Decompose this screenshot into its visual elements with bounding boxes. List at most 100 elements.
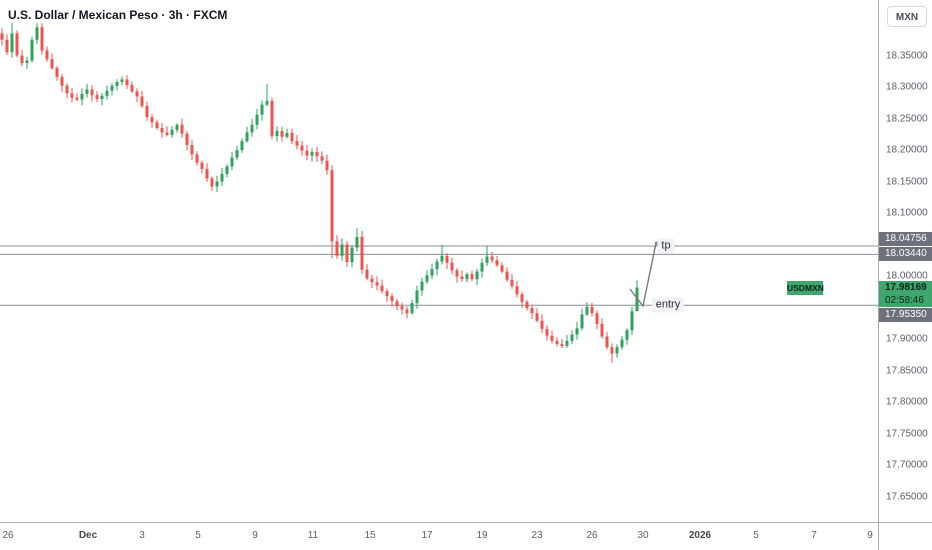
candle xyxy=(340,244,344,256)
candle xyxy=(505,271,509,280)
candle xyxy=(590,306,594,314)
candle xyxy=(155,122,159,128)
candle xyxy=(600,323,604,337)
candle xyxy=(100,95,104,99)
current-price-badge: 17.98169 xyxy=(879,281,932,295)
candle xyxy=(570,334,574,341)
mid-level-price-badge: 18.03440 xyxy=(879,246,932,261)
candle xyxy=(210,178,214,187)
price-axis[interactable]: MXN 18.04756 18.03440 17.98169 02:58:46 … xyxy=(878,0,932,522)
candle xyxy=(615,347,619,354)
candle xyxy=(200,162,204,169)
entry-label[interactable]: entry xyxy=(651,297,685,313)
candle xyxy=(385,291,389,297)
time-tick-label: 17 xyxy=(421,530,433,541)
candle xyxy=(315,151,319,157)
candle xyxy=(30,39,34,61)
candle xyxy=(630,311,634,331)
candle xyxy=(35,27,39,40)
candle xyxy=(320,156,324,161)
candle xyxy=(490,256,494,261)
candle xyxy=(360,236,364,270)
candle xyxy=(15,33,19,56)
candle xyxy=(365,269,369,279)
candle xyxy=(165,132,169,135)
bar-countdown-badge: 02:58:46 xyxy=(879,295,932,307)
candle xyxy=(75,97,79,100)
candle xyxy=(140,96,144,106)
candle xyxy=(280,131,284,137)
candle xyxy=(495,260,499,266)
candle xyxy=(445,255,449,263)
candle xyxy=(405,309,409,314)
time-tick-label: 26 xyxy=(586,530,598,541)
candle xyxy=(480,262,484,272)
candle xyxy=(240,141,244,150)
tp-label[interactable]: tp xyxy=(657,238,675,254)
candle xyxy=(80,93,84,100)
candle xyxy=(420,281,424,291)
candlestick-chart[interactable] xyxy=(0,0,878,522)
current-symbol-chip: USDMXN xyxy=(787,281,824,295)
time-tick-label: 15 xyxy=(364,530,376,541)
candle xyxy=(105,90,109,96)
candle xyxy=(125,79,129,86)
time-tick-label: 19 xyxy=(476,530,488,541)
candle xyxy=(270,100,274,137)
time-axis[interactable]: 26 Dec 3 5 9 11 15 17 19 23 26 30 2026 5 7 9 xyxy=(0,522,932,550)
candle xyxy=(110,85,114,91)
candle xyxy=(175,124,179,130)
candle xyxy=(500,265,504,272)
candle xyxy=(65,85,69,94)
candle xyxy=(485,256,489,263)
candle xyxy=(635,287,639,312)
candle xyxy=(605,336,609,348)
candle xyxy=(425,275,429,282)
candle xyxy=(540,320,544,329)
candle xyxy=(290,133,294,142)
candle xyxy=(415,290,419,304)
candle xyxy=(225,166,229,174)
time-tick-label: 23 xyxy=(531,530,543,541)
price-tick-label: 18.25000 xyxy=(886,113,928,124)
candle xyxy=(440,255,444,262)
candle xyxy=(25,60,29,63)
trade-arrow-group[interactable] xyxy=(629,243,656,308)
price-axis-border xyxy=(878,0,879,550)
candle xyxy=(375,282,379,286)
candle xyxy=(535,313,539,321)
time-tick-label: 5 xyxy=(753,530,759,541)
candle xyxy=(610,347,614,354)
candle xyxy=(90,89,94,96)
candle xyxy=(45,50,49,60)
entry-price-badge: 17.95350 xyxy=(879,307,932,322)
candle xyxy=(160,128,164,133)
candle xyxy=(580,314,584,329)
trade-arrow[interactable] xyxy=(629,243,656,308)
price-level-lines[interactable] xyxy=(0,245,878,306)
price-tick-label: 18.15000 xyxy=(886,176,928,187)
candle xyxy=(170,129,174,135)
candle xyxy=(205,168,209,179)
price-tick-label: 17.75000 xyxy=(886,428,928,439)
time-tick-label: 5 xyxy=(195,530,201,541)
candle xyxy=(70,93,74,98)
candle xyxy=(585,306,589,315)
candle xyxy=(595,313,599,324)
price-tick-label: 18.20000 xyxy=(886,144,928,156)
candle xyxy=(395,301,399,307)
candle xyxy=(545,328,549,336)
candle xyxy=(410,303,414,314)
currency-badge[interactable]: MXN xyxy=(887,6,927,27)
candle xyxy=(620,339,624,348)
candle xyxy=(390,296,394,302)
candle xyxy=(260,104,264,115)
candle xyxy=(330,170,334,242)
candle xyxy=(325,160,329,171)
price-tick-label: 17.65000 xyxy=(886,491,928,502)
candle xyxy=(305,150,309,156)
symbol-title[interactable]: U.S. Dollar / Mexican Peso · 3h · FXCM xyxy=(8,8,228,22)
candle xyxy=(120,79,124,82)
time-tick-label: 3 xyxy=(139,530,145,541)
